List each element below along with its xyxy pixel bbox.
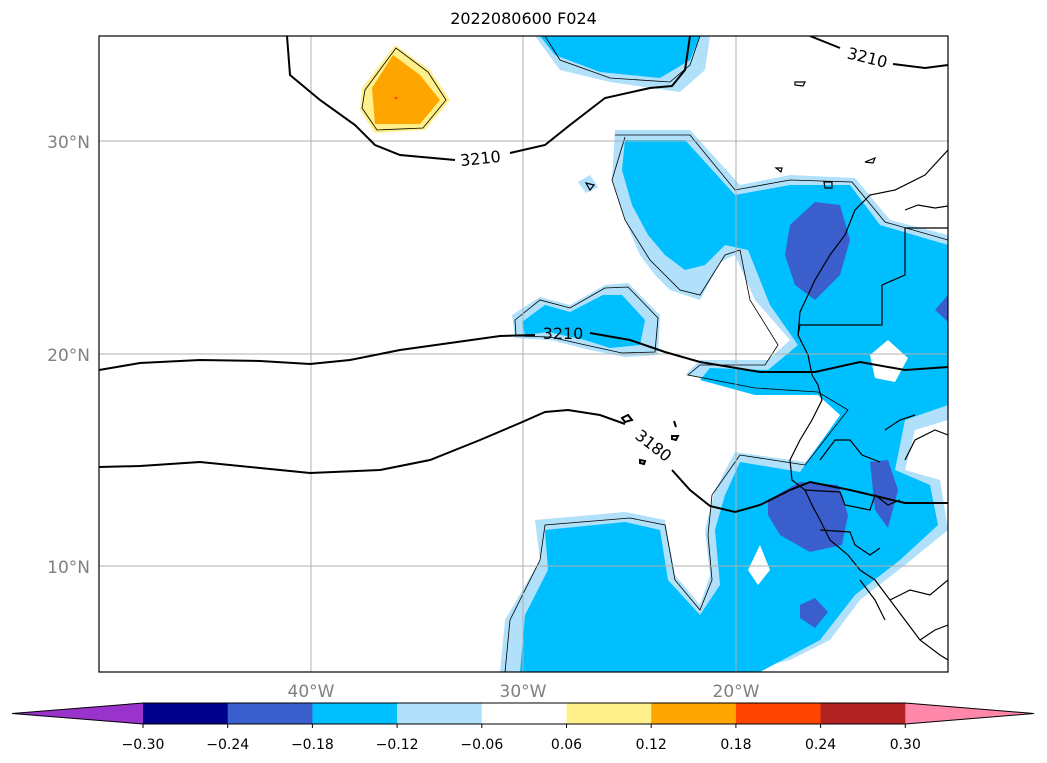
colorbar-tick-label: −0.12 <box>376 737 419 753</box>
colorbar-tick-label: 0.30 <box>890 737 921 753</box>
map-area: 3210 3210 3210 3180 <box>99 36 948 672</box>
coastlines <box>584 81 948 661</box>
lat-label: 30°N <box>47 133 90 153</box>
colorbar-swatch <box>735 703 822 724</box>
colorbar-swatch <box>566 703 652 724</box>
negative-anomaly-dark-shading <box>768 202 948 628</box>
lat-label: 20°N <box>47 346 90 366</box>
colorbar-extend-low <box>12 703 143 724</box>
colorbar-tick-label: −0.18 <box>291 737 334 753</box>
colorbar-swatch <box>651 703 737 724</box>
lon-label: 20°W <box>713 682 760 702</box>
colorbar-swatch <box>227 703 313 724</box>
colorbar-tick-label: −0.06 <box>460 737 503 753</box>
geopotential-contours <box>99 36 948 514</box>
colorbar-tick-label: 0.06 <box>551 737 582 753</box>
colorbar-swatch <box>820 703 906 724</box>
map-gridlines <box>99 36 948 672</box>
colorbar: −0.30 −0.24 −0.18 −0.12 −0.06 0.06 0.12 0.18 0.2… <box>11 702 1035 753</box>
lat-label: 10°N <box>47 558 90 578</box>
contour-label: 3210 <box>543 324 584 343</box>
colorbar-tick-label: 0.12 <box>636 737 667 753</box>
colorbar-swatch <box>481 703 567 724</box>
contour-label: 3210 <box>459 147 501 170</box>
contour-label: 3210 <box>845 44 889 72</box>
colorbar-tick-label: −0.24 <box>206 737 249 753</box>
colorbar-extend-high <box>905 703 1034 724</box>
lon-label: 40°W <box>288 682 335 702</box>
map-frame <box>98 35 949 673</box>
shading-gaps <box>748 340 908 585</box>
positive-anomaly-strong-shading <box>372 55 440 124</box>
shading-outlines <box>361 36 948 672</box>
positive-anomaly-peak <box>394 97 398 100</box>
colorbar-swatch <box>397 703 483 724</box>
colorbar-tick-label: 0.18 <box>720 737 751 753</box>
colorbar-swatch <box>143 703 229 724</box>
colorbar-swatch <box>312 703 398 724</box>
colorbar-tick-label: −0.30 <box>122 737 165 753</box>
contour-label: 3180 <box>631 426 675 466</box>
map-title: 2022080600 F024 <box>450 9 597 28</box>
lon-label: 30°W <box>500 682 547 702</box>
colorbar-tick-label: 0.24 <box>805 737 836 753</box>
